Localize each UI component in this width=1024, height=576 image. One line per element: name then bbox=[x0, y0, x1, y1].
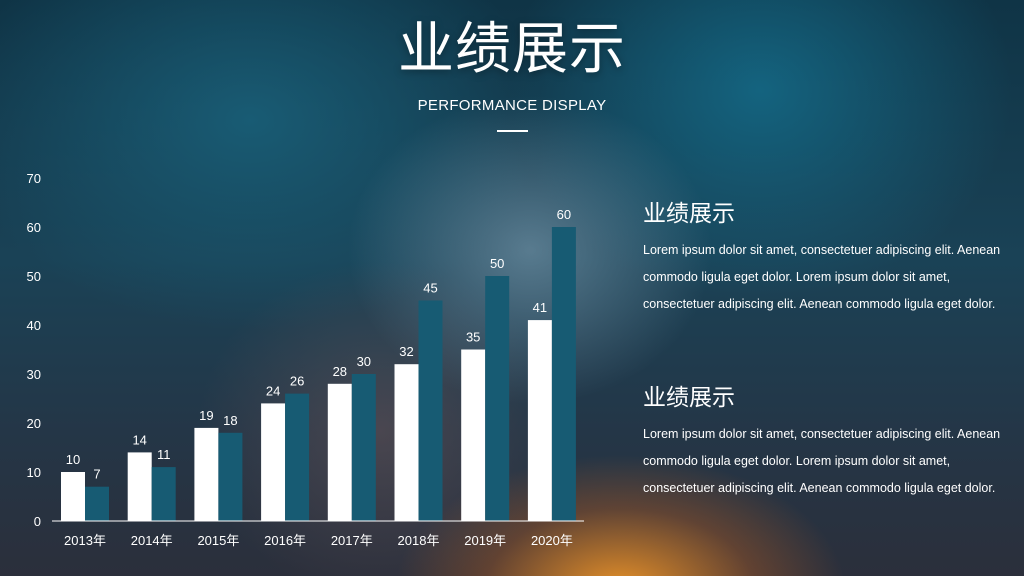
data-label: 28 bbox=[333, 364, 347, 379]
bar-1 bbox=[461, 349, 486, 521]
y-tick-label: 0 bbox=[34, 514, 41, 529]
bar-series bbox=[61, 227, 576, 521]
data-label: 24 bbox=[266, 383, 280, 398]
page-title: 业绩展示 bbox=[398, 17, 626, 82]
bar-2 bbox=[351, 374, 376, 521]
text-block-body: Lorem ipsum dolor sit amet, consectetuer… bbox=[643, 243, 1001, 311]
x-tick-label: 2020年 bbox=[531, 533, 573, 548]
data-label: 14 bbox=[132, 432, 146, 447]
bar-2 bbox=[151, 467, 176, 521]
text-block-1: 业绩展示 Lorem ipsum dolor sit amet, consect… bbox=[643, 199, 1003, 318]
data-label: 50 bbox=[490, 256, 504, 271]
data-label: 7 bbox=[93, 467, 100, 482]
page-subtitle: PERFORMANCE DISPLAY bbox=[417, 97, 607, 114]
bar-1 bbox=[327, 383, 352, 521]
data-label: 26 bbox=[290, 374, 304, 389]
data-label: 10 bbox=[66, 452, 80, 467]
y-tick-label: 70 bbox=[27, 171, 41, 186]
bar-2 bbox=[218, 432, 243, 521]
y-tick-label: 50 bbox=[27, 269, 41, 284]
data-label: 45 bbox=[423, 281, 437, 296]
x-tick-label: 2016年 bbox=[264, 533, 306, 548]
bar-1 bbox=[127, 452, 152, 521]
x-tick-label: 2015年 bbox=[197, 533, 239, 548]
y-tick-label: 10 bbox=[27, 465, 41, 480]
data-label: 11 bbox=[157, 447, 171, 462]
bar-1 bbox=[394, 364, 419, 521]
data-label: 41 bbox=[533, 300, 547, 315]
text-block-heading: 业绩展示 bbox=[643, 201, 735, 227]
x-tick-label: 2019年 bbox=[464, 533, 506, 548]
bar-1 bbox=[194, 427, 219, 521]
text-block-2: 业绩展示 Lorem ipsum dolor sit amet, consect… bbox=[643, 383, 1003, 502]
data-labels: 10 7 14 11 19 18 24 26 28 30 32 45 35 50 41 60 bbox=[66, 207, 571, 482]
bar-1 bbox=[61, 472, 85, 521]
data-label: 60 bbox=[557, 207, 571, 222]
data-label: 19 bbox=[199, 408, 213, 423]
y-tick-label: 20 bbox=[27, 416, 41, 431]
bar-2 bbox=[551, 227, 576, 521]
data-label: 18 bbox=[223, 413, 237, 428]
bar-2 bbox=[485, 276, 510, 521]
text-block-body: Lorem ipsum dolor sit amet, consectetuer… bbox=[643, 427, 1001, 495]
y-tick-label: 40 bbox=[27, 318, 41, 333]
bar-2 bbox=[85, 486, 109, 521]
bar-1 bbox=[261, 403, 286, 521]
x-tick-label: 2014年 bbox=[131, 533, 173, 548]
y-tick-label: 60 bbox=[27, 220, 41, 235]
data-label: 32 bbox=[399, 344, 413, 359]
data-label: 30 bbox=[357, 354, 371, 369]
x-tick-label: 2018年 bbox=[398, 533, 440, 548]
bar-chart: 0 10 20 30 40 50 60 70 2013年 2014年 2015年 2016年 2017… bbox=[27, 171, 576, 548]
x-tick-label: 2013年 bbox=[64, 533, 106, 548]
title-divider bbox=[497, 130, 528, 132]
bar-2 bbox=[418, 300, 443, 521]
bar-1 bbox=[527, 320, 552, 521]
x-tick-label: 2017年 bbox=[331, 533, 373, 548]
text-block-heading: 业绩展示 bbox=[643, 385, 735, 411]
y-tick-label: 30 bbox=[27, 367, 41, 382]
x-axis-ticks: 2013年 2014年 2015年 2016年 2017年 2018年 2019年 2020年 bbox=[64, 533, 573, 548]
y-axis-ticks: 0 10 20 30 40 50 60 70 bbox=[27, 171, 41, 529]
bar-2 bbox=[285, 393, 310, 521]
data-label: 35 bbox=[466, 330, 480, 345]
